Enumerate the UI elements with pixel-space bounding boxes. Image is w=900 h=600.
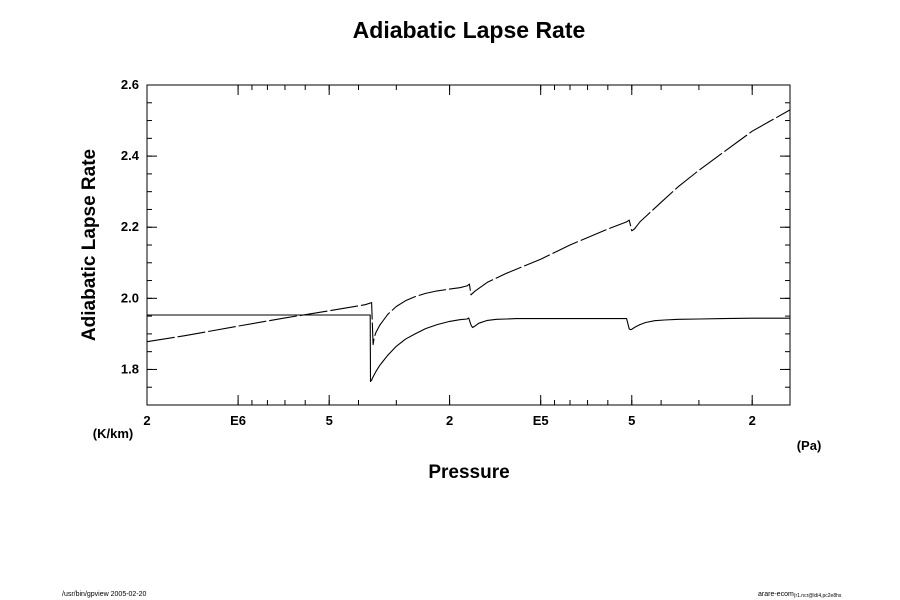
y-tick-label: 1.8: [121, 361, 139, 376]
y-unit-label: (K/km): [93, 426, 133, 441]
footer-right-main: arare-ecom: [758, 591, 794, 598]
series-line-dashed: [146, 109, 791, 346]
footer-right-sub: (r1.ncr@ldi4,pc2e8hs: [794, 593, 842, 599]
y-tick-label: 2.6: [121, 77, 139, 92]
y-tick-label: 2.4: [121, 148, 140, 163]
x-unit-label: (Pa): [797, 438, 822, 453]
x-tick-label: 2: [143, 413, 150, 428]
x-tick-label: 5: [628, 413, 635, 428]
x-tick-label: 2: [446, 413, 453, 428]
tick-labels-layer: 2 E6 5 2 E5 5 2 1.8 2.0 2.2 2.4 2.6: [121, 77, 756, 428]
footer-right: arare-ecom(r1.ncr@ldi4,pc2e8hs: [758, 591, 842, 599]
x-tick-label: 5: [326, 413, 333, 428]
plot-frame: [146, 84, 791, 406]
ticks-layer: [146, 84, 790, 406]
x-tick-label: E5: [533, 413, 549, 428]
y-tick-label: 2.0: [121, 290, 139, 305]
footer-left: /usr/bin/gpview 2005-02-20: [62, 591, 147, 598]
series-layer: [146, 109, 791, 383]
x-axis-title: Pressure: [428, 462, 509, 483]
series-line-solid: [147, 314, 790, 383]
x-tick-label: E6: [230, 413, 246, 428]
y-axis-title: Adiabatic Lapse Rate: [79, 149, 100, 341]
x-tick-label: 2: [749, 413, 756, 428]
y-tick-label: 2.2: [121, 219, 139, 234]
chart-title: Adiabatic Lapse Rate: [353, 17, 586, 43]
